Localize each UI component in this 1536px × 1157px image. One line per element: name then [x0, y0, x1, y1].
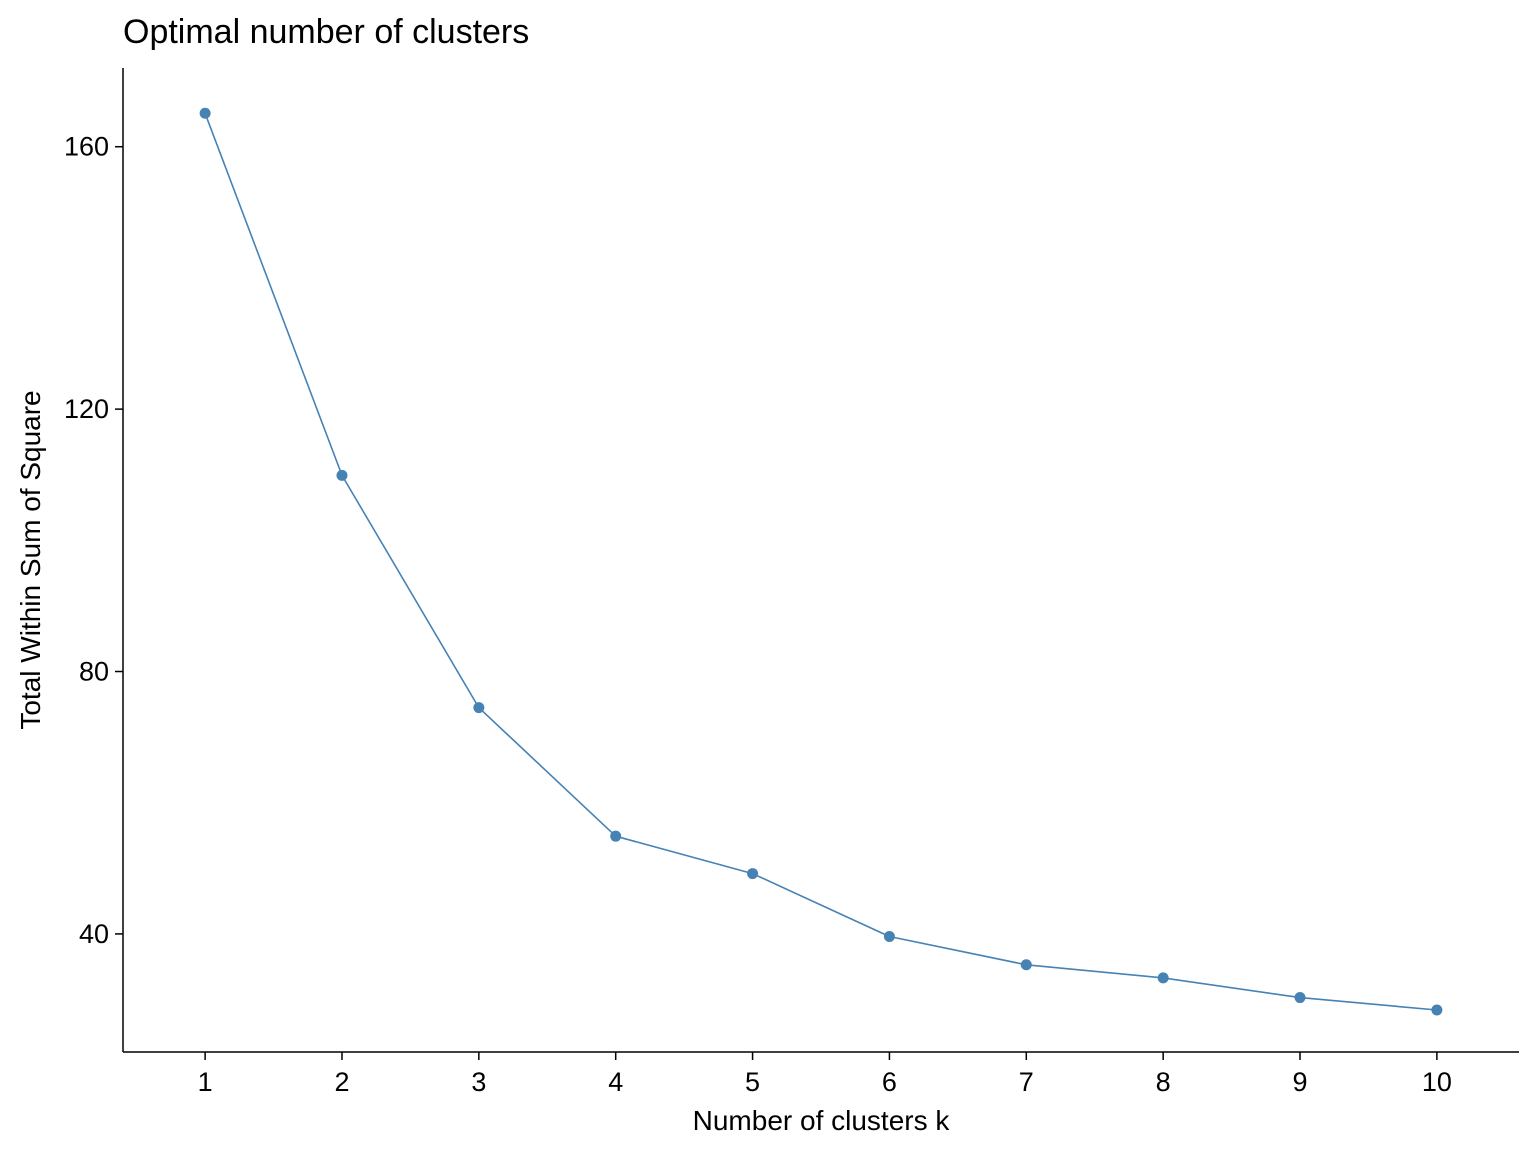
- data-point: [883, 931, 895, 943]
- data-point: [199, 107, 211, 119]
- data-point: [610, 830, 622, 842]
- axes: [122, 68, 1519, 1053]
- chart-title: Optimal number of clusters: [123, 13, 529, 51]
- x-tick-label: 7: [1019, 1067, 1034, 1097]
- y-tick-label: 80: [79, 657, 109, 687]
- y-tick-label: 120: [64, 394, 109, 424]
- x-tick-label: 4: [608, 1067, 623, 1097]
- x-tick-label: 10: [1422, 1067, 1452, 1097]
- x-tick-label: 1: [198, 1067, 213, 1097]
- data-point: [747, 868, 759, 880]
- x-tick-label: 2: [334, 1067, 349, 1097]
- y-axis-title: Total Within Sum of Square: [15, 390, 46, 729]
- x-tick-label: 9: [1293, 1067, 1308, 1097]
- data-point: [1157, 972, 1169, 984]
- x-tick-label: 3: [471, 1067, 486, 1097]
- data-point: [1294, 992, 1306, 1004]
- x-tick-label: 8: [1156, 1067, 1171, 1097]
- data-point: [1020, 959, 1032, 971]
- data-point: [473, 702, 485, 714]
- series-line: [204, 113, 1437, 1011]
- x-axis-title: Number of clusters k: [693, 1105, 951, 1136]
- data-point: [1431, 1004, 1443, 1016]
- y-tick-label: 160: [64, 132, 109, 162]
- series-layer: [199, 107, 1443, 1016]
- x-ticks: 1 2 3 4 5 6 7 8 9 10: [198, 1052, 1452, 1097]
- x-tick-label: 5: [745, 1067, 760, 1097]
- x-tick-label: 6: [882, 1067, 897, 1097]
- data-point: [336, 469, 348, 481]
- y-ticks: 40 80 120 160: [64, 132, 123, 949]
- y-tick-label: 40: [79, 919, 109, 949]
